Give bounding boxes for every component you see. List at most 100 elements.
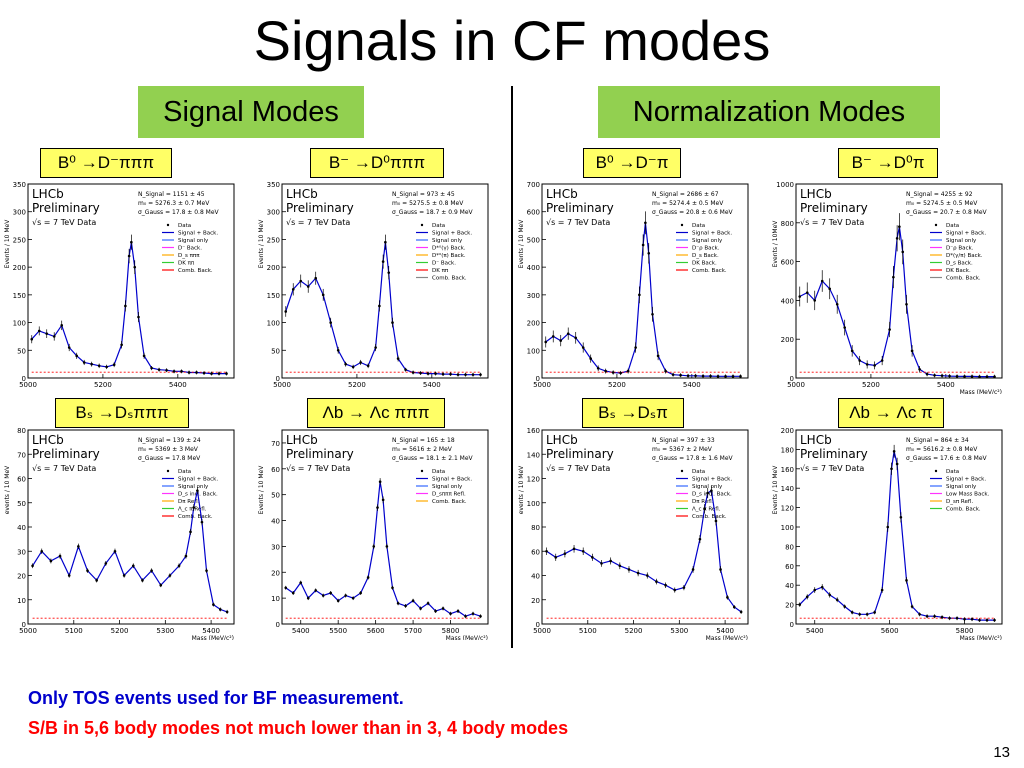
x-tick-label: 5400	[683, 381, 701, 389]
data-point	[130, 240, 133, 244]
y-tick-label: 500	[527, 236, 540, 244]
mode-label-bs-dspipipi: Bₛ →Dₛπππ	[55, 398, 189, 428]
legend-entry: Signal only	[432, 238, 463, 244]
x-tick-label: 5200	[94, 381, 112, 389]
data-point	[142, 354, 146, 358]
legend-entry: DK ππ	[178, 261, 195, 267]
data-point	[419, 371, 422, 375]
data-point	[739, 610, 743, 614]
data-point	[464, 614, 467, 618]
data-point	[710, 489, 713, 492]
y-tick-label: 300	[13, 209, 26, 217]
legend-entry: Signal + Back.	[178, 231, 218, 237]
legend-entry: Dπ Refl.	[692, 499, 714, 505]
fit-curve	[285, 481, 481, 617]
data-point	[739, 375, 742, 378]
data-point	[124, 304, 127, 308]
data-point	[873, 611, 876, 614]
data-point	[611, 371, 615, 374]
data-point	[441, 372, 445, 376]
y-tick-label: 300	[527, 292, 540, 300]
data-point	[306, 285, 310, 288]
legend-entry: Comb. Back.	[432, 499, 467, 505]
data-point	[645, 574, 649, 577]
y-axis-label: Events / 10 MeV	[4, 219, 11, 269]
y-tick-label: 150	[13, 292, 26, 300]
legend-entry: Comb. Back.	[178, 268, 213, 274]
x-tick-label: 5000	[19, 381, 37, 389]
data-point	[686, 374, 690, 378]
data-point	[321, 293, 325, 297]
y-tick-label: 250	[267, 236, 280, 244]
plot-b0-dpipipi: 0 50 100 150 200 250 300 350 5000 5200 5400 Events …	[2, 180, 242, 394]
y-tick-label: 50	[17, 500, 26, 508]
data-point	[873, 364, 876, 367]
y-tick-label: 140	[781, 485, 794, 493]
y-axis-label: Events / 10MeV	[772, 220, 779, 268]
legend-entry: Data	[178, 223, 191, 229]
experiment-label: LHCb	[546, 433, 578, 447]
data-point	[719, 568, 722, 571]
data-point	[426, 372, 430, 375]
plot-svg: 0 50 100 150 200 250 300 350 5000 5200 5400 Events …	[4, 181, 235, 389]
data-point	[225, 372, 228, 375]
x-tick-label: 5800	[442, 627, 460, 635]
fit-stat: σ_Gauss = 18.7 ± 0.9 MeV	[392, 209, 474, 216]
data-point	[805, 291, 809, 294]
data-point	[978, 375, 981, 378]
data-point	[30, 337, 34, 341]
legend-entry: D⁻ρ Back.	[946, 246, 974, 252]
data-point	[150, 569, 153, 572]
y-tick-label: 60	[17, 476, 26, 484]
data-point	[404, 604, 407, 608]
y-tick-label: 1000	[776, 181, 794, 189]
data-point	[948, 374, 951, 378]
y-tick-label: 200	[781, 427, 794, 435]
y-tick-label: 70	[271, 440, 280, 448]
data-point	[384, 240, 387, 244]
data-point	[850, 611, 854, 614]
data-point	[843, 326, 846, 329]
data-point	[419, 607, 422, 610]
data-point	[820, 585, 824, 589]
data-point	[321, 594, 325, 597]
legend-marker	[934, 469, 938, 473]
data-point	[985, 618, 989, 622]
data-point	[97, 364, 101, 368]
data-point	[940, 615, 944, 619]
y-tick-label: 50	[17, 347, 26, 355]
plot-lambdab-lambdacpi: 0 20 40 60 80 100 120 140 160 180 200 5400 5600 5800 E…	[770, 426, 1010, 640]
data-point	[426, 602, 430, 605]
data-point	[933, 614, 936, 618]
data-point	[544, 340, 548, 344]
legend-entry: Λ_c π Refl.	[692, 507, 721, 513]
data-point	[67, 574, 71, 577]
legend-entry: D_s Back.	[946, 261, 973, 267]
data-point	[634, 346, 637, 349]
data-point	[202, 371, 206, 375]
data-point	[299, 279, 303, 283]
preliminary-label: Preliminary	[800, 447, 868, 461]
data-point	[165, 368, 168, 372]
energy-label: √s = 7 TeV Data	[800, 464, 864, 473]
x-tick-label: 5400	[716, 627, 734, 635]
legend-entry: Λ_c π Refl.	[178, 507, 207, 513]
data-point	[581, 549, 585, 553]
y-tick-label: 50	[271, 347, 280, 355]
plot-svg: 0 50 100 150 200 250 300 350 5000 5200 5400 Events …	[258, 181, 489, 389]
data-point	[895, 462, 899, 466]
data-point	[329, 591, 332, 595]
page-number: 13	[993, 744, 1010, 761]
data-point	[90, 362, 93, 366]
x-tick-label: 5200	[625, 627, 643, 635]
y-tick-label: 700	[527, 181, 540, 189]
plot-b0-dpi: 0 100 200 300 400 500 600 700 5000 5200 5400 Events…	[516, 180, 756, 394]
legend-entry: Comb. Back.	[946, 507, 981, 513]
data-point	[714, 519, 718, 523]
legend-entry: Low Mass Back.	[946, 492, 990, 498]
y-tick-label: 120	[781, 505, 794, 513]
x-tick-label: 5700	[404, 627, 422, 635]
data-point	[351, 365, 355, 369]
plot-svg: 0 10 20 30 40 50 60 70 80 5000 5100 5200 5300 5400 eve…	[4, 427, 235, 640]
data-point	[184, 554, 188, 558]
